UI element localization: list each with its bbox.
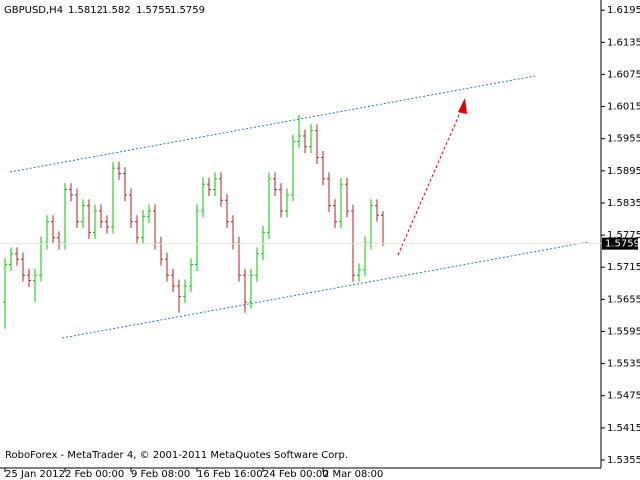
x-tick-label: 24 Feb 00:00 [263, 469, 329, 480]
forecast-arrow [397, 107, 463, 256]
price-box [602, 237, 638, 250]
y-tick-label: 1.5415 [607, 423, 640, 434]
channel-lower [61, 241, 589, 339]
header-value: 1.5755 [136, 5, 171, 16]
y-tick-label: 1.6195 [607, 5, 640, 16]
x-tick-label: 9 Feb 08:00 [131, 469, 190, 480]
header-value: 1.5759 [170, 5, 205, 16]
y-tick-label: 1.5595 [607, 326, 640, 337]
y-tick-label: 1.5955 [607, 134, 640, 145]
price-label: 1.5759 [605, 239, 640, 250]
channel-upper [9, 75, 536, 173]
forecast-arrow-head [458, 98, 467, 114]
y-tick-label: 1.6075 [607, 69, 640, 80]
y-tick-label: 1.5475 [607, 391, 640, 402]
y-tick-label: 1.5835 [607, 198, 640, 209]
x-tick-label: 2 Mar 08:00 [323, 469, 383, 480]
footer: RoboForex - MetaTrader 4, © 2001-2011 Me… [5, 450, 348, 461]
y-tick-label: 1.5535 [607, 359, 640, 370]
y-tick-label: 1.6135 [607, 37, 640, 48]
y-tick-label: 1.5775 [607, 230, 640, 241]
y-tick-label: 1.5655 [607, 294, 640, 305]
y-tick-label: 1.6015 [607, 102, 640, 113]
symbol: GBPUSD,H4 [4, 5, 63, 16]
x-tick-label: 16 Feb 16:00 [197, 469, 263, 480]
y-tick-label: 1.5715 [607, 262, 640, 273]
header-value: 1.582 [102, 5, 131, 16]
y-tick-label: 1.5355 [607, 455, 640, 466]
header-value: 1.5812 [68, 5, 103, 16]
x-tick-label: 25 Jan 2012 [5, 469, 65, 480]
x-tick-label: 2 Feb 00:00 [65, 469, 124, 480]
y-tick-label: 1.5895 [607, 166, 640, 177]
